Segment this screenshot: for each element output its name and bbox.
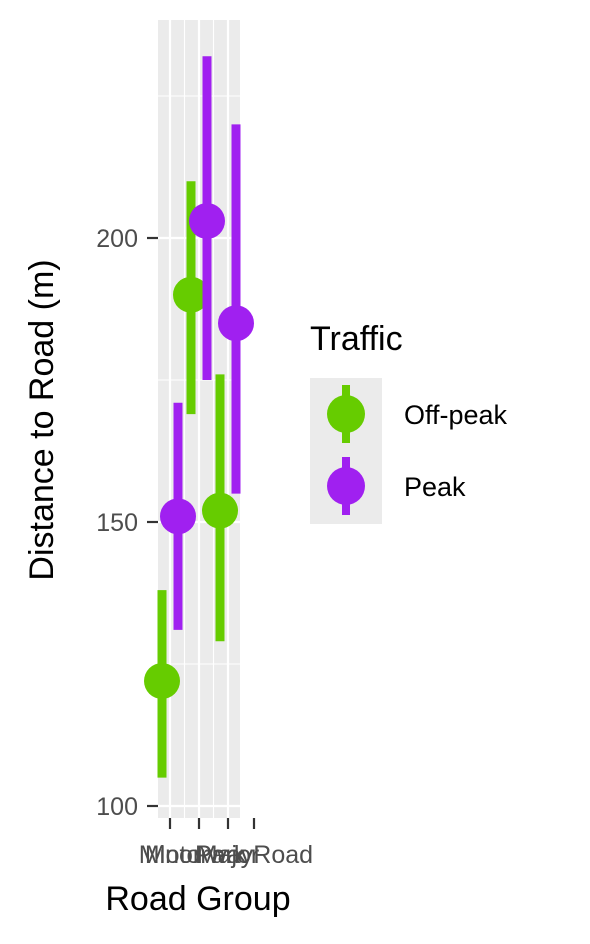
y-tick-label: 100 [96,793,138,821]
x-tick-label: Minor [139,841,202,869]
data-point [173,276,209,313]
legend-key-point [327,467,365,505]
x-tick-label: Major [197,841,260,869]
legend: Traffic Off-peak Peak [310,320,508,524]
data-point [202,492,238,529]
data-point [160,498,196,535]
legend-label: Peak [404,472,466,502]
y-tick-label: 200 [96,225,138,253]
legend-label: Off-peak [404,400,508,430]
data-marks [144,56,254,778]
y-axis-title: Distance to Road (m) [23,259,61,580]
data-point [189,202,225,239]
x-axis-title: Road Group [105,880,290,918]
x-tick-label: Park Road [195,841,313,869]
grid-lines [158,20,240,818]
legend-title: Traffic [310,320,403,358]
x-tick-label: Motorway [145,841,254,869]
y-tick-label: 150 [96,509,138,537]
y-axis: 100 150 200 [96,225,158,821]
data-point [144,663,180,700]
data-point [218,305,254,342]
legend-key-point [327,395,365,433]
